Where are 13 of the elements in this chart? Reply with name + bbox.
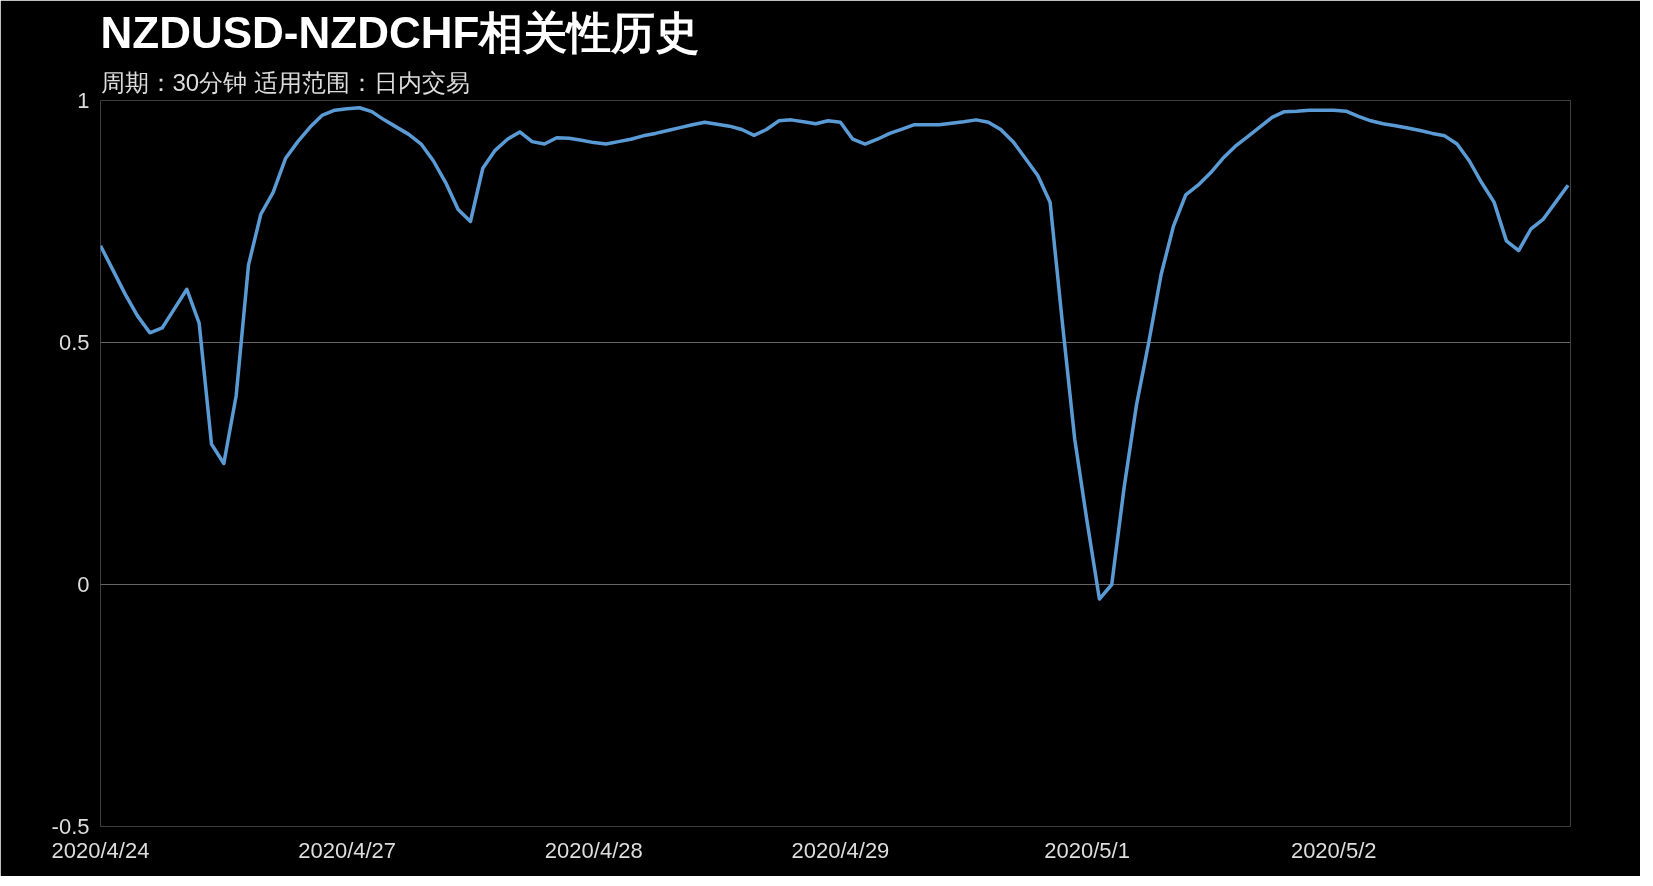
line-series [100,106,1570,601]
x-tick-label: 2020/4/29 [791,837,890,863]
y-tick-label: 1 [77,88,90,113]
x-tick-label: 2020/4/27 [298,837,397,863]
x-tick-label: 2020/5/2 [1290,837,1377,863]
y-tick-label: -0.5 [51,814,90,839]
chart-subtitle: 周期：30分钟 适用范围：日内交易 [100,68,470,96]
y-tick-label: 0 [77,572,90,597]
x-tick-label: 2020/4/24 [51,837,150,863]
y-tick-label: 0.5 [58,330,90,355]
chart-title: NZDUSD-NZDCHF相关性历史 [100,7,700,57]
x-tick-label: 2020/4/28 [544,837,643,863]
x-tick-label: 2020/5/1 [1044,837,1130,863]
